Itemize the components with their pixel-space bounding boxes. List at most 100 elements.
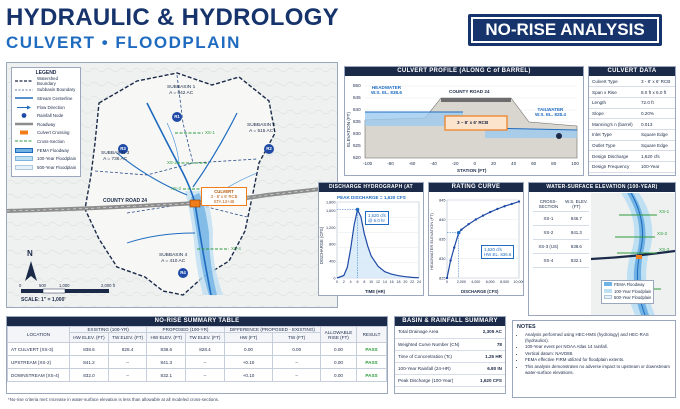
table-row: Span x Rise 8.0 ft x 6.0 ft [589, 86, 675, 98]
x-tick-label: 10,000 [514, 280, 524, 284]
barrel-label: 3 – 8' x 6' RCB [457, 120, 489, 125]
table-row: AT CULVERT (XS-3) 838.6 828.4 838.6 828.4 … [7, 342, 387, 356]
basin-summary-panel: BASIN & RAINFALL SUMMARY Total Drainage … [394, 316, 506, 394]
legend-item: FEMA Floodway [604, 282, 651, 289]
list-item: 100-Year event per NOAA Atlas 14 rainfal… [525, 344, 671, 350]
y-tick-label: 825 [439, 277, 445, 281]
culvert-data-panel: CULVERT DATA Culvert Type 3 - 8' x 6' RCB… [588, 66, 676, 176]
table-row: 100-Year Rainfall (24-HR) 6.80 IN [395, 362, 505, 375]
culvert-profile-title: CULVERT PROFILE (ALONG C of BARREL) [345, 67, 583, 76]
table-row: UPSTREAM (XS-2) 841.2– 841.3– +0.10– 0.0… [7, 355, 387, 369]
notes-list: Analysis performed using HEC-HMS (hydrol… [517, 332, 671, 375]
north-arrow-icon [25, 261, 37, 281]
legend: LEGEND Watershed Boundary Subbasin Bound… [11, 67, 81, 177]
wse-xs-1: XS-1 [659, 209, 670, 214]
table-row: Time of Concentration (Tc) 1.25 HR [395, 350, 505, 363]
no-rise-table: LOCATION EXISTING (100-YR) PROPOSED (100… [7, 326, 387, 382]
culvert-profile-chart [364, 85, 578, 159]
x-tick-label: 24 [417, 280, 421, 284]
list-item: This analysis demonstrates no adverse im… [525, 364, 671, 375]
y-tick-label: 840 [439, 218, 445, 222]
data-point [453, 246, 456, 249]
y-tick-label: 800 [329, 243, 335, 247]
y-tick-label: 835 [439, 238, 445, 242]
culvert-barrel [444, 115, 508, 131]
legend-item: FEMA Floodway [15, 146, 77, 155]
legend-item: Cross-Section [15, 138, 65, 144]
watershed-boundary [84, 72, 276, 296]
table-row: Manning's n (barrel) 0.013 [589, 118, 675, 130]
data-point [474, 218, 477, 221]
scale-tick-2: 1,000 [59, 283, 70, 288]
profile-xticks: -100 -80 -60 -40 -20 0 20 40 60 80 100 [363, 161, 579, 166]
basin-title: BASIN & RAINFALL SUMMARY [395, 317, 505, 326]
xs-1-label: XS-1 [205, 130, 215, 135]
table-row: Weighted Curve Number (CN) 78 [395, 338, 505, 351]
data-point [517, 200, 521, 203]
x-tick-label: 6 [357, 280, 359, 284]
hydrograph-xlabel: TIME (HR) [365, 289, 386, 294]
legend-item: Subbasin Boundary [15, 87, 76, 93]
table-row: Inlet Type Square Edge [589, 129, 675, 141]
table-row: Design Discharge 1,620 cfs [589, 150, 675, 162]
page-title: HYDRAULIC & HYDROLOGY [6, 4, 339, 31]
legend-item: 100-Year Floodplain [15, 154, 77, 163]
x-tick-label: 18 [397, 280, 401, 284]
x-tick-label: 6,000 [486, 280, 495, 284]
legend-item: Flow Direction [15, 103, 77, 112]
x-tick-label: 4,000 [471, 280, 480, 284]
north-label: N [27, 249, 33, 258]
list-item: Vertical datum: NAVD88. [525, 351, 671, 357]
hydrograph-title: DISCHARGE HYDROGRAPH (AT CULVERT) [319, 183, 423, 199]
legend-item: Rainfall Node [15, 111, 77, 120]
table-row: Outlet Type Square Edge [589, 140, 675, 152]
table-row: XS-4 832.1 [533, 253, 589, 268]
peak-point [355, 207, 360, 212]
list-item: Analysis performed using HEC-HMS (hydrol… [525, 332, 671, 343]
table-row: Slope 0.20% [589, 108, 675, 120]
rating-callout: 1,620 cfs HW EL. 836.6 [481, 245, 515, 259]
hydrograph-ylabel: DISCHARGE (CFS) [319, 226, 325, 265]
data-point [481, 214, 485, 217]
rating-xlabel: DISCHARGE (CFS) [461, 289, 499, 294]
rainfall-node-r2 [264, 144, 274, 154]
table-row: Culvert Type 3 - 8' x 6' RCB [589, 76, 675, 88]
culvert-data-title: CULVERT DATA [589, 67, 675, 76]
x-tick-label: 22 [410, 280, 414, 284]
wse-title: WATER-SURFACE ELEVATION (100-YEAR) [529, 183, 675, 192]
node-r4-label: R4 [180, 270, 186, 275]
no-rise-footnote: *No-rise criteria met: Increase in water… [8, 397, 220, 402]
data-point [510, 202, 513, 206]
table-row: DOWNSTREAM (XS-4) 832.0– 832.1– +0.10– 0… [7, 368, 387, 382]
table-row: Design Frequency 100-Year [589, 161, 675, 173]
x-tick-label: 12 [376, 280, 380, 284]
legend-item: 500-Year Floodplain [15, 163, 77, 172]
data-point [467, 222, 470, 226]
legend-item: 100-Year Floodplain [604, 288, 651, 296]
series-line [336, 207, 420, 279]
no-rise-summary-panel: NO-RISE SUMMARY TABLE LOCATION EXISTING … [6, 316, 388, 394]
headwater-label: HEADWATER W.S. EL. 838.6 [371, 85, 402, 96]
y-tick-label: 400 [329, 260, 335, 264]
culvert-profile-panel: CULVERT PROFILE (ALONG C of BARREL) ELEV… [344, 66, 584, 176]
scale-tick-1: 500 [39, 283, 46, 288]
xs-3-label: XS-3 [171, 186, 181, 191]
table-row: Peak Discharge (100-Year) 1,620 CFS [395, 374, 505, 387]
basin-table: Total Drainage Area 2,305 AC Weighted Cur… [395, 326, 505, 387]
xs-2-label: XS-2 [167, 160, 177, 165]
rating-curve-panel: RATING CURVE 845 840 835 830 825 0 2,000 4,000 6… [428, 182, 524, 296]
hydrograph-callout: 1,620 cfs @ 6.0 hr [365, 211, 389, 225]
hydrograph-panel: DISCHARGE HYDROGRAPH (AT CULVERT) PEAK D… [318, 182, 424, 296]
notes-panel: NOTES Analysis performed using HEC-HMS (… [512, 320, 676, 398]
notes-title: NOTES [517, 324, 536, 330]
x-tick-label: 10 [369, 280, 373, 284]
x-tick-label: 0 [336, 280, 338, 284]
x-tick-label: 20 [403, 280, 407, 284]
road-profile-label: COUNTY ROAD 24 [449, 89, 490, 94]
page-subtitle: CULVERT • FLOODPLAIN [6, 33, 241, 52]
